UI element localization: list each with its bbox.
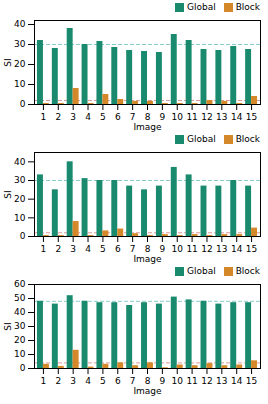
svg-text:4: 4: [85, 112, 91, 122]
svg-text:Image: Image: [133, 254, 162, 264]
svg-text:1: 1: [41, 112, 47, 122]
svg-text:6: 6: [115, 244, 121, 254]
svg-text:3: 3: [70, 244, 76, 254]
svg-text:2: 2: [55, 244, 61, 254]
svg-text:12: 12: [201, 244, 212, 254]
svg-text:30: 30: [14, 39, 26, 49]
svg-text:40: 40: [14, 19, 26, 29]
svg-text:9: 9: [160, 376, 166, 386]
svg-text:7: 7: [130, 376, 136, 386]
svg-text:10: 10: [14, 79, 26, 89]
html-text:Global: Global: [186, 134, 216, 144]
svg-text:20: 20: [14, 194, 26, 204]
html-text:Global: Global: [186, 266, 216, 276]
svg-text:10: 10: [172, 244, 184, 254]
svg-text:60: 60: [14, 279, 26, 289]
html-text:Block: Block: [235, 134, 260, 144]
svg-text:13: 13: [216, 244, 227, 254]
svg-text:40: 40: [14, 307, 26, 317]
svg-text:SI: SI: [3, 322, 13, 330]
svg-text:SI: SI: [3, 58, 13, 66]
svg-text:Image: Image: [133, 386, 162, 396]
html-text:Global: Global: [186, 2, 216, 12]
svg-text:15: 15: [246, 376, 257, 386]
html-text:Block: Block: [235, 2, 260, 12]
svg-text:10: 10: [14, 349, 26, 359]
svg-text:3: 3: [70, 376, 76, 386]
svg-text:10: 10: [172, 376, 184, 386]
html-text:Block: Block: [235, 266, 260, 276]
svg-text:12: 12: [201, 376, 212, 386]
svg-text:11: 11: [186, 376, 197, 386]
svg-text:4: 4: [85, 376, 91, 386]
svg-text:Image: Image: [133, 122, 162, 132]
svg-text:14: 14: [231, 244, 243, 254]
svg-text:1: 1: [41, 376, 47, 386]
svg-text:14: 14: [231, 376, 243, 386]
svg-text:3: 3: [70, 112, 76, 122]
svg-text:5: 5: [100, 112, 106, 122]
svg-text:9: 9: [160, 244, 166, 254]
svg-text:5: 5: [100, 244, 106, 254]
svg-text:2: 2: [55, 112, 61, 122]
svg-text:15: 15: [246, 112, 257, 122]
svg-text:1: 1: [41, 244, 47, 254]
svg-text:5: 5: [100, 376, 106, 386]
svg-text:15: 15: [246, 244, 257, 254]
svg-text:11: 11: [186, 244, 197, 254]
svg-text:10: 10: [172, 112, 184, 122]
svg-text:20: 20: [14, 335, 26, 345]
svg-text:40: 40: [14, 157, 26, 167]
svg-text:6: 6: [115, 376, 121, 386]
svg-text:0: 0: [20, 231, 26, 241]
svg-text:13: 13: [216, 376, 227, 386]
svg-text:7: 7: [130, 112, 136, 122]
svg-text:9: 9: [160, 112, 166, 122]
svg-text:7: 7: [130, 244, 136, 254]
svg-text:0: 0: [20, 99, 26, 109]
svg-text:8: 8: [145, 112, 151, 122]
svg-text:12: 12: [201, 112, 212, 122]
svg-text:8: 8: [145, 244, 151, 254]
svg-text:20: 20: [14, 59, 26, 69]
svg-text:6: 6: [115, 112, 121, 122]
svg-text:0: 0: [20, 363, 26, 373]
svg-text:30: 30: [14, 175, 26, 185]
svg-text:4: 4: [85, 244, 91, 254]
svg-text:14: 14: [231, 112, 243, 122]
svg-text:2: 2: [55, 376, 61, 386]
svg-text:50: 50: [14, 293, 26, 303]
svg-text:30: 30: [14, 321, 26, 331]
svg-text:10: 10: [14, 213, 26, 223]
svg-text:SI: SI: [3, 190, 13, 198]
svg-text:13: 13: [216, 112, 227, 122]
svg-text:11: 11: [186, 112, 197, 122]
svg-text:8: 8: [145, 376, 151, 386]
